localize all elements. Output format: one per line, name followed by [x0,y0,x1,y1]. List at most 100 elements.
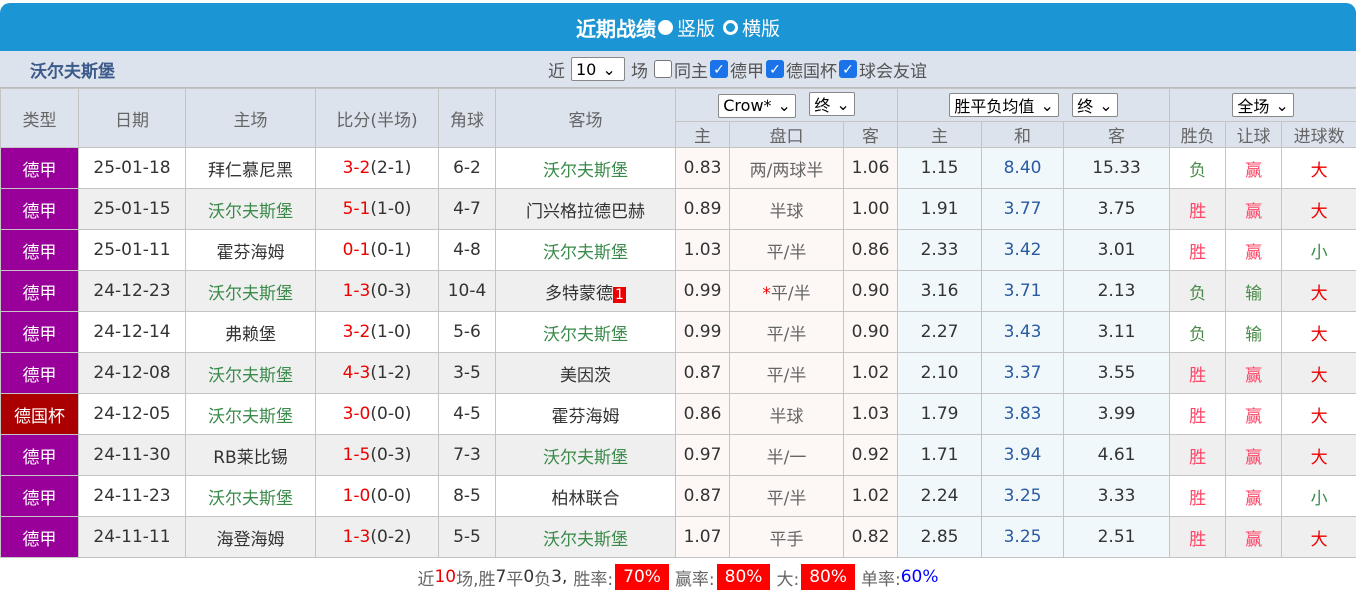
full-time-score: 0-1 [343,240,371,260]
score[interactable]: 1-0(0-0) [316,476,439,517]
score[interactable]: 1-3(0-2) [316,517,439,558]
away-team: 沃尔夫斯堡 [543,530,628,550]
league-badge[interactable]: 德甲 [1,517,79,558]
odds-type-select[interactable]: 胜平负均值⌄ [949,93,1058,117]
over-under-result: 大 [1282,435,1356,476]
league-badge[interactable]: 德甲 [1,148,79,189]
handicap-line: 平/半 [730,476,844,517]
league-badge[interactable]: 德甲 [1,435,79,476]
chevron-down-icon: ⌄ [602,60,615,79]
table-row: 德甲 24-11-23 沃尔夫斯堡 1-0(0-0) 8-5 柏林联合 0.87… [1,476,1356,517]
away-team-cell[interactable]: 美因茨 [496,353,676,394]
handicap-stage-select[interactable]: 终⌄ [809,92,854,116]
home-team[interactable]: 沃尔夫斯堡 [186,394,316,435]
summary-losses: 3, [551,567,567,587]
half-time-score: (1-2) [370,363,411,383]
home-team[interactable]: 沃尔夫斯堡 [186,189,316,230]
radio-vertical[interactable] [658,20,673,35]
handicap-away-odds: 0.86 [844,230,898,271]
handicap-rate: 80% [717,564,771,590]
handicap-result: 赢 [1226,148,1282,189]
league-label: 球会友谊 [859,57,927,82]
handicap-home-odds: 0.87 [676,353,730,394]
handicap-home-odds: 0.99 [676,312,730,353]
away-team-cell[interactable]: 霍芬海姆 [496,394,676,435]
home-team[interactable]: 海登海姆 [186,517,316,558]
score[interactable]: 5-1(1-0) [316,189,439,230]
away-team-cell[interactable]: 沃尔夫斯堡 [496,435,676,476]
league-badge[interactable]: 德甲 [1,476,79,517]
league-badge[interactable]: 德甲 [1,353,79,394]
away-team-cell[interactable]: 沃尔夫斯堡 [496,148,676,189]
summary-wins: 7 [496,567,507,587]
view-horizontal-label[interactable]: 横版 [742,14,780,41]
home-team[interactable]: RB莱比锡 [186,435,316,476]
home-team[interactable]: 沃尔夫斯堡 [186,271,316,312]
over-under-result: 大 [1282,353,1356,394]
score[interactable]: 4-3(1-2) [316,353,439,394]
results-table: 类型 日期 主场 比分(半场) 角球 客场 Crow*⌄ 终⌄ 胜平负均值⌄ 终… [0,88,1356,558]
score[interactable]: 3-2(1-0) [316,312,439,353]
result: 胜 [1170,189,1226,230]
odds-stage-select[interactable]: 终⌄ [1072,93,1117,117]
league-badge[interactable]: 德国杯 [1,394,79,435]
score[interactable]: 1-5(0-3) [316,435,439,476]
handicap-line: 半/一 [730,435,844,476]
league-badge[interactable]: 德甲 [1,230,79,271]
match-date: 24-11-30 [79,435,186,476]
league-badge[interactable]: 德甲 [1,271,79,312]
away-team: 柏林联合 [552,489,620,509]
home-team[interactable]: 沃尔夫斯堡 [186,476,316,517]
home-team[interactable]: 拜仁慕尼黑 [186,148,316,189]
home-team[interactable]: 沃尔夫斯堡 [186,353,316,394]
league-badge[interactable]: 德甲 [1,189,79,230]
over-under-result: 大 [1282,189,1356,230]
league-checkbox-dfb-cup[interactable]: ✓ [766,60,784,78]
home-team[interactable]: 弗赖堡 [186,312,316,353]
corners: 5-5 [439,517,496,558]
summary-text: 平 [506,565,523,590]
away-team-cell[interactable]: 沃尔夫斯堡 [496,230,676,271]
col-home: 主场 [186,89,316,148]
score[interactable]: 0-1(0-1) [316,230,439,271]
half-time-score: (1-0) [370,322,411,342]
result: 胜 [1170,435,1226,476]
league-checkbox-friendly[interactable]: ✓ [839,60,857,78]
full-time-score: 1-5 [343,445,371,465]
period-select[interactable]: 全场⌄ [1232,93,1293,117]
view-vertical-label[interactable]: 竖版 [677,14,715,41]
half-time-score: (0-2) [370,527,411,547]
handicap-away-odds: 1.00 [844,189,898,230]
home-team[interactable]: 霍芬海姆 [186,230,316,271]
chevron-down-icon: ⌄ [778,96,791,115]
handicap-result: 赢 [1226,435,1282,476]
subcol-header: 进球数 [1282,122,1356,148]
subcol-header: 主 [676,122,730,148]
away-team: 美因茨 [560,366,611,386]
league-checkbox-bundesliga[interactable]: ✓ [710,60,728,78]
league-badge[interactable]: 德甲 [1,312,79,353]
same-home-checkbox[interactable] [654,60,672,78]
corners: 4-7 [439,189,496,230]
over-under-result: 大 [1282,394,1356,435]
subcol-header: 客 [1064,122,1170,148]
score[interactable]: 1-3(0-3) [316,271,439,312]
count-select[interactable]: 10⌄ [571,57,625,81]
company-value: Crow* [723,96,771,115]
score[interactable]: 3-0(0-0) [316,394,439,435]
league-label: 德国杯 [786,57,837,82]
away-team-cell[interactable]: 门兴格拉德巴赫 [496,189,676,230]
result: 胜 [1170,394,1226,435]
handicap-home-odds: 0.99 [676,271,730,312]
radio-horizontal[interactable] [723,20,738,35]
away-team-cell[interactable]: 柏林联合 [496,476,676,517]
away-team: 霍芬海姆 [552,407,620,427]
away-team-cell[interactable]: 沃尔夫斯堡 [496,312,676,353]
company-select[interactable]: Crow* ⌄ [718,94,796,118]
away-team-cell[interactable]: 沃尔夫斯堡 [496,517,676,558]
score[interactable]: 3-2(2-1) [316,148,439,189]
away-win-odds: 3.75 [1064,189,1170,230]
table-row: 德甲 24-11-11 海登海姆 1-3(0-2) 5-5 沃尔夫斯堡 1.07… [1,517,1356,558]
